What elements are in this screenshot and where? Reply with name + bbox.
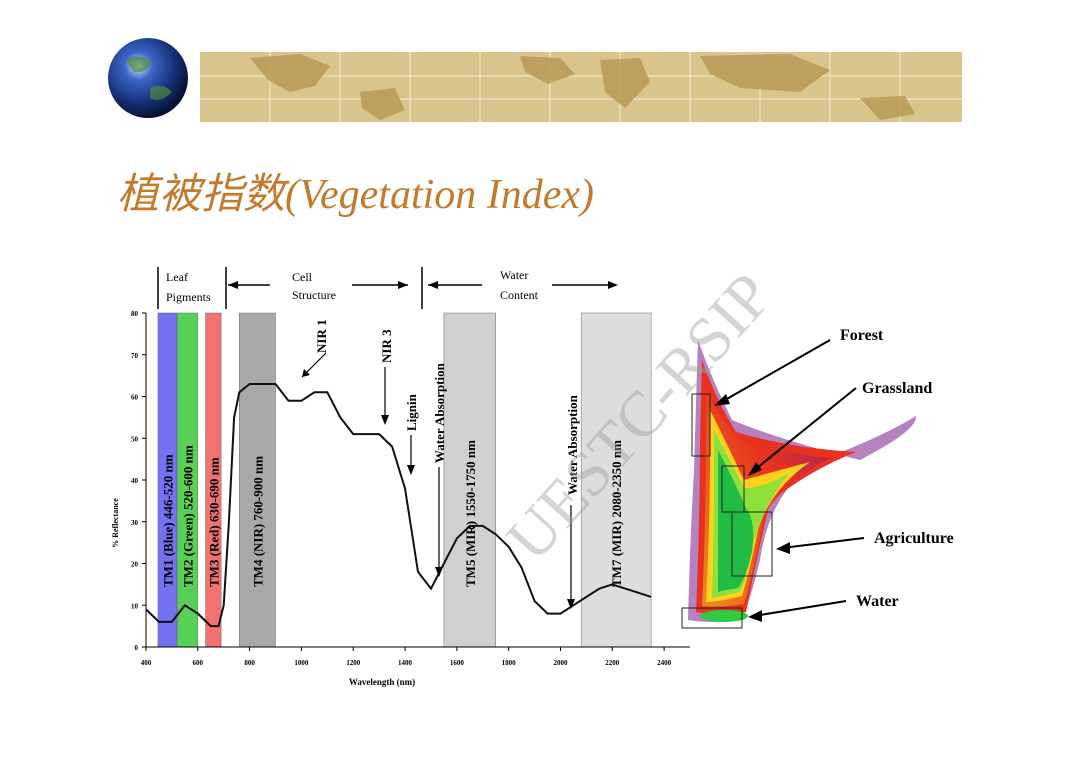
band-6-rect	[580, 312, 652, 648]
x-tick-label-0: 400	[141, 659, 152, 667]
water-absorption-2-label: Water Absorption	[565, 394, 580, 495]
y-tick-label-0: 0	[135, 644, 139, 652]
y-tick-label-3: 30	[131, 519, 139, 527]
cell-structure-line1: Cell	[292, 270, 313, 284]
x-tick-label-9: 2200	[605, 659, 620, 667]
x-tick-label-1: 600	[193, 659, 204, 667]
lignin-label: Lignin	[404, 393, 419, 431]
cell-structure-line2: Structure	[292, 288, 336, 302]
reflectance-spectrum-chart: 400 600 800 1000 1200 1400 1600 1800 2000 2200 240…	[111, 267, 690, 687]
band-2-label: TM2 (Green) 520-600 nm	[180, 445, 195, 587]
water-sample-box	[681, 607, 743, 629]
x-tick-label-3: 1000	[294, 659, 309, 667]
band-6-label: TM7 (MIR) 2080-2350 nm	[609, 440, 624, 587]
agriculture-label: Agriculture	[874, 530, 954, 547]
x-tick-label-10: 2400	[657, 659, 672, 667]
x-tick-label-4: 1200	[346, 659, 361, 667]
slide-title: 植被指数(Vegetation Index)	[117, 172, 595, 218]
band-5-rect	[443, 312, 496, 648]
x-tick-label-2: 800	[244, 659, 255, 667]
band-4-rect	[239, 312, 276, 648]
band-1-label: TM1 (Blue) 446-520 nm	[161, 454, 176, 587]
nir1-label: NIR 1	[314, 319, 329, 353]
x-tick-label-8: 2000	[553, 659, 568, 667]
band-4-label: TM4 (NIR) 760-900 nm	[250, 456, 265, 587]
y-tick-label-7: 70	[131, 352, 139, 360]
forest-label: Forest	[840, 327, 884, 344]
nir3-label: NIR 3	[379, 329, 394, 363]
agriculture-sample-box	[731, 511, 773, 577]
y-tick-label-6: 60	[131, 394, 139, 402]
y-tick-label-4: 40	[131, 477, 139, 485]
y-axis-label: % Reflectance	[111, 498, 120, 548]
leaf-pigments-line2: Pigments	[166, 290, 211, 304]
feature-space-scatter: Forest Grassland Agriculture Water	[681, 327, 954, 629]
y-tick-label-5: 50	[131, 435, 139, 443]
water-content-line1: Water	[500, 268, 528, 282]
band-3-label: TM3 (Red) 630-690 nm	[206, 457, 221, 587]
leaf-pigments-line1: Leaf	[166, 270, 188, 284]
y-tick-label-1: 10	[131, 602, 139, 610]
y-tick-label-8: 80	[131, 310, 139, 318]
x-tick-label-7: 1800	[502, 659, 516, 667]
forest-sample-box	[691, 393, 711, 457]
water-label: Water	[856, 593, 899, 610]
header-banner	[108, 38, 962, 122]
band-5-label: TM5 (MIR) 1550-1750 nm	[463, 440, 478, 587]
x-axis-label: Wavelength (nm)	[349, 677, 415, 687]
y-tick-label-2: 20	[131, 561, 139, 569]
reflectance-curve	[145, 383, 652, 628]
water-absorption-1-label: Water Absorption	[432, 362, 447, 463]
grassland-label: Grassland	[862, 380, 932, 397]
water-content-line2: Content	[500, 288, 539, 302]
x-tick-label-5: 1400	[398, 659, 413, 667]
x-tick-label-6: 1600	[450, 659, 465, 667]
